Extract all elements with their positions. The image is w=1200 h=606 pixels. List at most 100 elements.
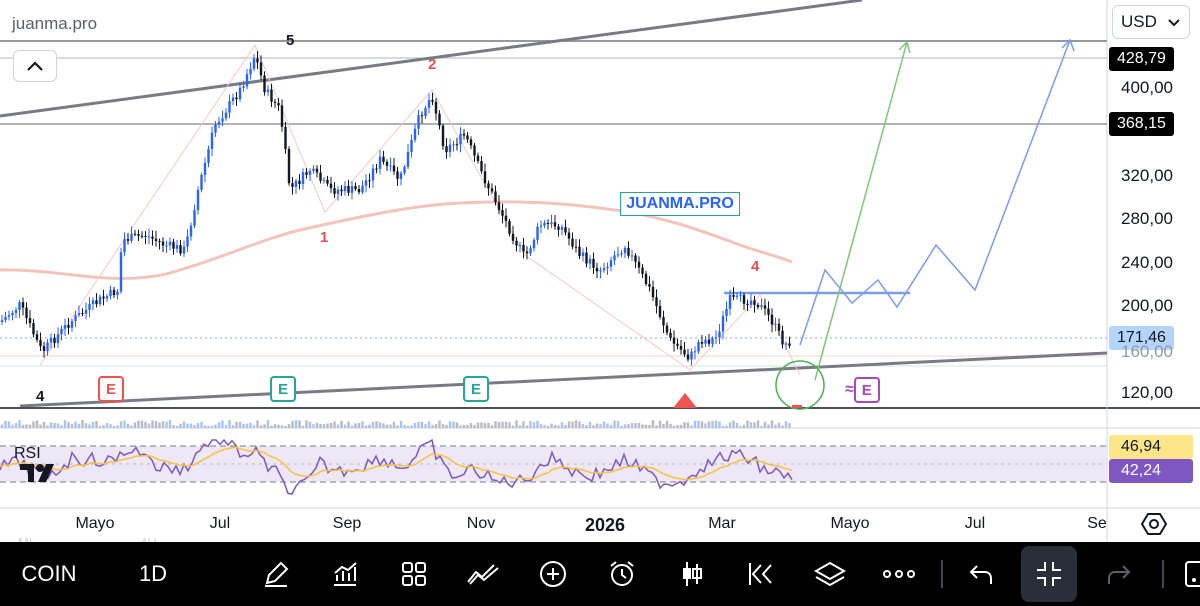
volume-bar [368,424,371,428]
candle-body [466,135,469,140]
volume-bar [770,420,774,428]
volume-bar [238,421,242,428]
price-tick: 160,00 [1121,342,1173,361]
volume-bar [123,420,126,428]
volume-bar [711,420,714,428]
symbol-button[interactable]: COIN [21,561,77,586]
volume-bar [322,424,326,428]
bottom-toolbar: COIN 1D [0,542,1200,606]
candle-body [725,308,728,316]
volume-bar [182,421,186,428]
volume-bar [501,421,504,428]
earnings-marker[interactable]: E [463,376,489,402]
volume-bar [252,425,256,428]
layers-icon[interactable] [810,542,850,606]
candle-body [368,180,371,182]
pencil-icon[interactable] [258,542,294,606]
candle-body [532,239,536,249]
more-icon[interactable] [880,542,918,606]
candle-body [595,267,599,272]
candle-body [536,226,539,240]
volume-bar [536,420,539,428]
time-tick: Nov [466,515,496,532]
candle-body [308,170,312,175]
candle-body [704,339,707,344]
volume-bar [392,421,396,428]
candle-body [287,149,291,184]
candle-body [11,312,14,316]
candle-body [172,241,175,249]
volume-bar [147,423,151,428]
collapse-button[interactable] [13,50,57,82]
blue-projection [799,39,1071,346]
active-tool-highlight [1021,546,1077,602]
candle-body [413,128,417,140]
price-chart[interactable] [0,0,1200,542]
add-icon[interactable] [535,542,571,606]
rsi-line [0,438,793,495]
candle-body [455,144,459,146]
rsi-value-secondary: 42,24 [1109,459,1193,483]
candles-icon[interactable] [674,542,710,606]
compare-icon[interactable] [464,542,502,606]
alert-clock-icon[interactable] [604,542,640,606]
currency-selector[interactable]: USD [1112,5,1190,39]
volume-bar [459,425,462,428]
candle-body [294,180,298,187]
candle-body [553,222,557,227]
upcoming-earnings-marker[interactable]: ≈ E [845,377,880,403]
candle-body [462,133,466,136]
candle-body [459,133,462,145]
candle-body [378,156,382,169]
volume-bar [273,424,277,428]
volume-bar [63,420,67,428]
approx-symbol: ≈ [845,381,854,398]
toolbar-divider [1162,560,1164,588]
candle-body [585,252,588,264]
fullscreen-exit-icon[interactable] [1031,542,1067,606]
volume-bar [497,422,501,428]
earnings-badge: E [853,377,880,403]
replay-icon[interactable] [742,542,778,606]
brand-label-box: JUANMA.PRO [620,192,740,216]
volume-bar [683,422,686,428]
candle-body [700,341,704,344]
candle-body [312,168,315,171]
candle-body [581,252,585,257]
candle-body [739,295,742,297]
indicators-icon[interactable] [327,542,363,606]
volume-bar [511,425,515,428]
volume-bar [88,424,91,428]
earnings-marker[interactable]: E [270,376,296,402]
candle-body [679,345,683,350]
redo-icon[interactable] [1101,542,1137,606]
candle-body [690,351,693,360]
candle-body [53,337,56,344]
volume-bar [690,425,693,428]
undo-icon[interactable] [963,542,999,606]
layout-grid-icon[interactable] [396,542,432,606]
settings-icon[interactable] [1140,510,1168,538]
wave-label-5: 5 [286,32,295,49]
candle-body [224,112,228,119]
volume-bar [56,423,60,428]
volume-bar [630,423,634,428]
phone-icon[interactable] [1178,542,1200,606]
price-tag-high: 428,79 [1109,47,1174,71]
interval-button[interactable]: 1D [138,561,168,586]
candle-body [112,289,116,296]
earnings-marker[interactable]: E [98,376,124,402]
price-tag-last: 171,46 [1109,326,1174,350]
volume-bar [756,420,760,428]
volume-bar [175,425,179,428]
volume-bar [483,422,487,428]
candle-body [613,255,616,261]
candle-body [557,226,560,230]
candle-body [266,89,270,93]
volume-bar [291,420,294,428]
volume-bar [81,420,84,428]
candle-body [781,330,784,345]
volume-bar [560,422,564,428]
candle-body [602,268,606,271]
candle-body [721,315,725,332]
